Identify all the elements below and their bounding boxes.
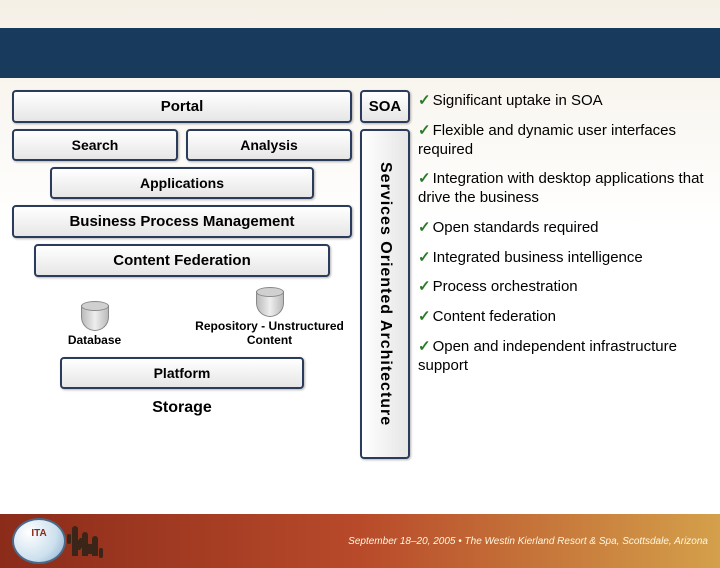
db-repository-label: Repository - Unstructured Content bbox=[195, 319, 344, 347]
check-icon: ✓ bbox=[418, 92, 431, 109]
footer-event-text: September 18–20, 2005 • The Westin Kierl… bbox=[348, 536, 708, 547]
check-icon: ✓ bbox=[418, 249, 431, 266]
db-database-label: Database bbox=[68, 333, 121, 347]
bullet-text: Flexible and dynamic user interfaces req… bbox=[418, 122, 676, 158]
box-bpm: Business Process Management bbox=[12, 205, 352, 238]
row-databases: Database Repository - Unstructured Conte… bbox=[12, 287, 352, 347]
row-search-analysis: Search Analysis bbox=[12, 129, 352, 161]
cylinder-icon bbox=[256, 287, 284, 317]
bullet-item: ✓Open standards required bbox=[418, 219, 708, 238]
soa-column: SOA Services Oriented Architecture bbox=[360, 90, 410, 459]
bullet-item: ✓Open and independent infrastructure sup… bbox=[418, 338, 708, 376]
bullet-item: ✓Significant uptake in SOA bbox=[418, 92, 708, 111]
box-platform: Platform bbox=[60, 357, 304, 389]
bullet-text: Process orchestration bbox=[433, 278, 578, 295]
footer-banner: September 18–20, 2005 • The Westin Kierl… bbox=[0, 514, 720, 568]
cactus-icon bbox=[72, 526, 98, 556]
ita-logo-icon bbox=[12, 518, 66, 564]
bullet-list: ✓Significant uptake in SOA ✓Flexible and… bbox=[418, 90, 708, 459]
check-icon: ✓ bbox=[418, 338, 431, 355]
box-soa-tall: Services Oriented Architecture bbox=[360, 129, 410, 459]
box-soa: SOA bbox=[360, 90, 410, 123]
label-storage: Storage bbox=[12, 399, 352, 417]
check-icon: ✓ bbox=[418, 278, 431, 295]
bullet-text: Significant uptake in SOA bbox=[433, 92, 603, 109]
architecture-stack: Portal Search Analysis Applications Busi… bbox=[12, 90, 352, 459]
box-analysis: Analysis bbox=[186, 129, 352, 161]
bullet-item: ✓Integrated business intelligence bbox=[418, 249, 708, 268]
bullet-item: ✓Flexible and dynamic user interfaces re… bbox=[418, 122, 708, 160]
check-icon: ✓ bbox=[418, 308, 431, 325]
bullet-text: Content federation bbox=[433, 308, 556, 325]
title-band bbox=[0, 28, 720, 78]
cylinder-icon bbox=[81, 301, 109, 331]
db-repository: Repository - Unstructured Content bbox=[187, 287, 352, 347]
bullet-text: Open and independent infrastructure supp… bbox=[418, 338, 677, 374]
box-applications: Applications bbox=[50, 167, 314, 199]
bullet-text: Open standards required bbox=[433, 219, 599, 236]
soa-tall-label: Services Oriented Architecture bbox=[376, 162, 394, 426]
footer-left bbox=[12, 518, 98, 564]
db-database: Database bbox=[12, 301, 177, 347]
content-area: Portal Search Analysis Applications Busi… bbox=[0, 78, 720, 459]
bullet-item: ✓Content federation bbox=[418, 308, 708, 327]
bullet-text: Integration with desktop applications th… bbox=[418, 170, 704, 206]
box-portal: Portal bbox=[12, 90, 352, 123]
check-icon: ✓ bbox=[418, 219, 431, 236]
box-search: Search bbox=[12, 129, 178, 161]
bullet-text: Integrated business intelligence bbox=[433, 249, 643, 266]
bullet-item: ✓Process orchestration bbox=[418, 278, 708, 297]
box-content-federation: Content Federation bbox=[34, 244, 330, 277]
check-icon: ✓ bbox=[418, 122, 431, 139]
check-icon: ✓ bbox=[418, 170, 431, 187]
bullet-item: ✓Integration with desktop applications t… bbox=[418, 170, 708, 208]
